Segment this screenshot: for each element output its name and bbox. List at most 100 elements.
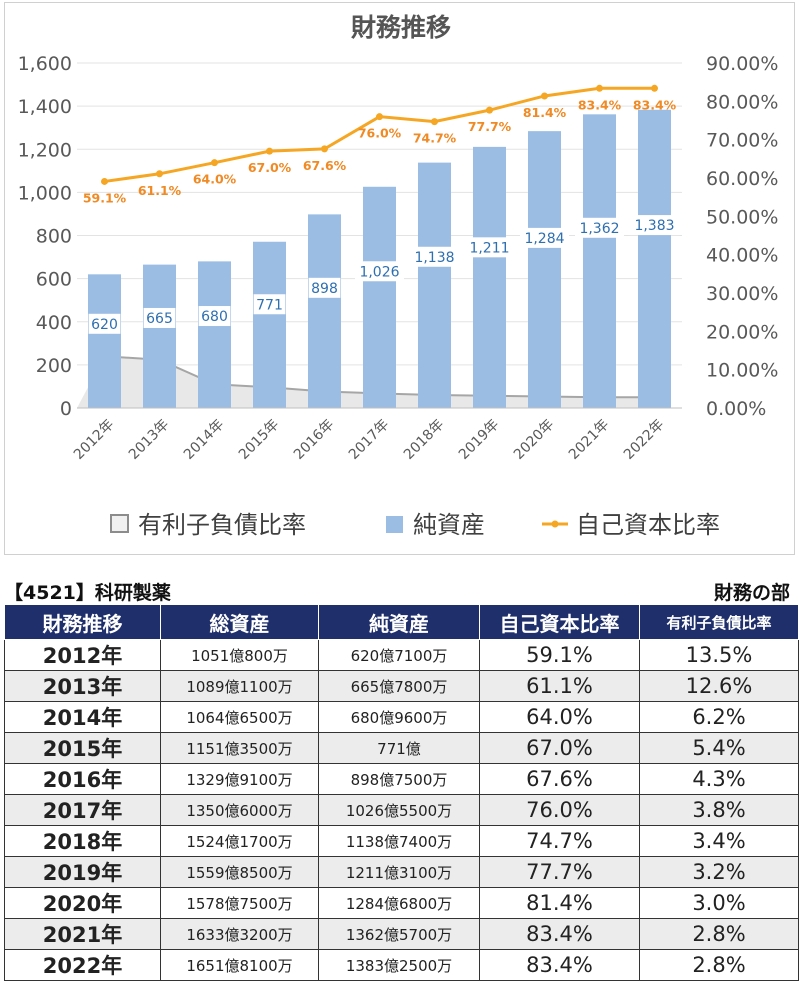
table-row: 2013年 1089億1100万 665億7800万 61.1% 12.6% bbox=[4, 670, 799, 702]
y-left-tick-label: 0 bbox=[60, 398, 72, 420]
cell-equity: 67.6% bbox=[479, 763, 640, 795]
cell-equity: 64.0% bbox=[479, 701, 640, 733]
cell-equity: 83.4% bbox=[479, 918, 640, 950]
legend-label: 有利子負債比率 bbox=[138, 511, 306, 539]
bar-net-assets bbox=[363, 186, 396, 408]
y-left-tick-label: 1,600 bbox=[18, 53, 72, 75]
bar-label-bg bbox=[308, 277, 341, 298]
table-row: 2017年 1350億6000万 1026億5500万 76.0% 3.8% bbox=[4, 794, 799, 826]
cell-equity: 81.4% bbox=[479, 887, 640, 919]
cell-equity: 61.1% bbox=[479, 670, 640, 702]
cell-year: 2017年 bbox=[4, 794, 161, 826]
cell-net: 665億7800万 bbox=[318, 670, 480, 702]
bar-net-assets bbox=[308, 214, 341, 408]
bar-value-label: 1,284 bbox=[524, 231, 564, 247]
legend-swatch-equity-dot bbox=[551, 520, 559, 528]
cell-debt: 6.2% bbox=[639, 701, 799, 733]
cell-equity: 77.7% bbox=[479, 856, 640, 888]
line-point bbox=[156, 170, 163, 178]
cell-year: 2014年 bbox=[4, 701, 161, 733]
bar-value-label: 1,362 bbox=[579, 221, 619, 237]
y-right-tick-label: 0.00% bbox=[706, 398, 766, 420]
x-tick-label: 2014年 bbox=[181, 417, 227, 463]
bar-net-assets bbox=[638, 109, 671, 409]
y-right-tick-label: 50.00% bbox=[706, 206, 778, 228]
y-right-tick-label: 20.00% bbox=[706, 321, 778, 343]
x-tick-label: 2015年 bbox=[236, 417, 282, 463]
cell-debt: 13.5% bbox=[639, 639, 799, 671]
line-value-label: 59.1% bbox=[83, 190, 127, 205]
legend-swatch-debt bbox=[110, 514, 129, 533]
y-right-tick-label: 30.00% bbox=[706, 283, 778, 305]
x-tick-label: 2013年 bbox=[126, 417, 172, 463]
y-left-tick-label: 1,400 bbox=[18, 96, 72, 118]
cell-debt: 2.8% bbox=[639, 918, 799, 950]
x-tick-label: 2017年 bbox=[346, 417, 392, 463]
cell-year: 2022年 bbox=[4, 949, 161, 981]
bar-label-bg bbox=[465, 237, 514, 258]
bar-value-label: 898 bbox=[311, 281, 338, 297]
x-tick-label: 2016年 bbox=[291, 417, 337, 463]
header-cell: 財務推移 bbox=[4, 604, 161, 640]
y-left-tick-label: 400 bbox=[36, 312, 72, 334]
cell-total: 1524億1700万 bbox=[160, 825, 319, 857]
line-point bbox=[431, 118, 438, 126]
cell-debt: 5.4% bbox=[639, 732, 799, 764]
table-row: 2016年 1329億9100万 898億7500万 67.6% 4.3% bbox=[4, 763, 799, 795]
company-title: 【4521】科研製薬 bbox=[4, 582, 171, 604]
cell-total: 1051億800万 bbox=[160, 639, 319, 671]
cell-equity: 83.4% bbox=[479, 949, 640, 981]
table-row: 2020年 1578億7500万 1284億6800万 81.4% 3.0% bbox=[4, 887, 799, 919]
cell-year: 2013年 bbox=[4, 670, 161, 702]
line-point bbox=[486, 106, 493, 114]
header-cell: 純資産 bbox=[318, 604, 480, 640]
cell-total: 1089億1100万 bbox=[160, 670, 319, 702]
line-value-label: 67.0% bbox=[248, 160, 292, 175]
table-header-row: 財務推移 総資産 純資産 自己資本比率 有利子負債比率 bbox=[4, 604, 799, 640]
y-left-tick-label: 800 bbox=[36, 226, 72, 248]
line-value-label: 77.7% bbox=[468, 119, 512, 134]
chart-panel: 財務推移 620 665 680 771 898 1,026 1,138 1,211 1,284… bbox=[4, 2, 795, 555]
bar-value-label: 1,211 bbox=[469, 240, 509, 256]
cell-equity: 74.7% bbox=[479, 825, 640, 857]
financial-chart: 財務推移 620 665 680 771 898 1,026 1,138 1,211 1,284… bbox=[18, 13, 779, 539]
y-left-tick-label: 200 bbox=[36, 355, 72, 377]
bar-net-assets bbox=[418, 162, 451, 408]
cell-year: 2021年 bbox=[4, 918, 161, 950]
cell-equity: 76.0% bbox=[479, 794, 640, 826]
financial-table: 財務推移 総資産 純資産 自己資本比率 有利子負債比率 2012年 1051億80… bbox=[4, 604, 799, 981]
cell-debt: 3.4% bbox=[639, 825, 799, 857]
bar-net-assets bbox=[143, 264, 176, 408]
cell-year: 2015年 bbox=[4, 732, 161, 764]
cell-year: 2019年 bbox=[4, 856, 161, 888]
cell-year: 2020年 bbox=[4, 887, 161, 919]
bar-label-bg bbox=[520, 227, 569, 248]
bar-value-label: 1,383 bbox=[634, 218, 674, 234]
y-left-tick-label: 1,000 bbox=[18, 182, 72, 204]
y-right-tick-label: 80.00% bbox=[706, 91, 778, 113]
header-cell: 有利子負債比率 bbox=[639, 604, 799, 640]
cell-total: 1559億8500万 bbox=[160, 856, 319, 888]
bar-label-bg bbox=[88, 313, 121, 334]
line-value-label: 74.7% bbox=[413, 131, 457, 146]
cell-year: 2012年 bbox=[4, 639, 161, 671]
y-right-tick-label: 90.00% bbox=[706, 53, 778, 75]
table-row: 2014年 1064億6500万 680億9600万 64.0% 6.2% bbox=[4, 701, 799, 733]
header-cell: 自己資本比率 bbox=[479, 604, 640, 640]
cell-total: 1064億6500万 bbox=[160, 701, 319, 733]
cell-net: 771億 bbox=[318, 732, 480, 764]
bar-value-label: 680 bbox=[201, 309, 228, 325]
cell-debt: 12.6% bbox=[639, 670, 799, 702]
y-right-tick-label: 60.00% bbox=[706, 168, 778, 190]
cell-debt: 3.2% bbox=[639, 856, 799, 888]
line-point bbox=[376, 113, 383, 121]
bar-value-label: 771 bbox=[256, 297, 283, 313]
bar-net-assets bbox=[198, 261, 231, 408]
line-value-label: 83.4% bbox=[633, 97, 677, 112]
x-tick-label: 2020年 bbox=[511, 417, 557, 463]
bar-label-bg bbox=[143, 307, 176, 328]
cell-net: 1362億5700万 bbox=[318, 918, 480, 950]
x-tick-label: 2018年 bbox=[401, 417, 447, 463]
bar-net-assets bbox=[88, 274, 121, 408]
line-point bbox=[101, 177, 108, 185]
